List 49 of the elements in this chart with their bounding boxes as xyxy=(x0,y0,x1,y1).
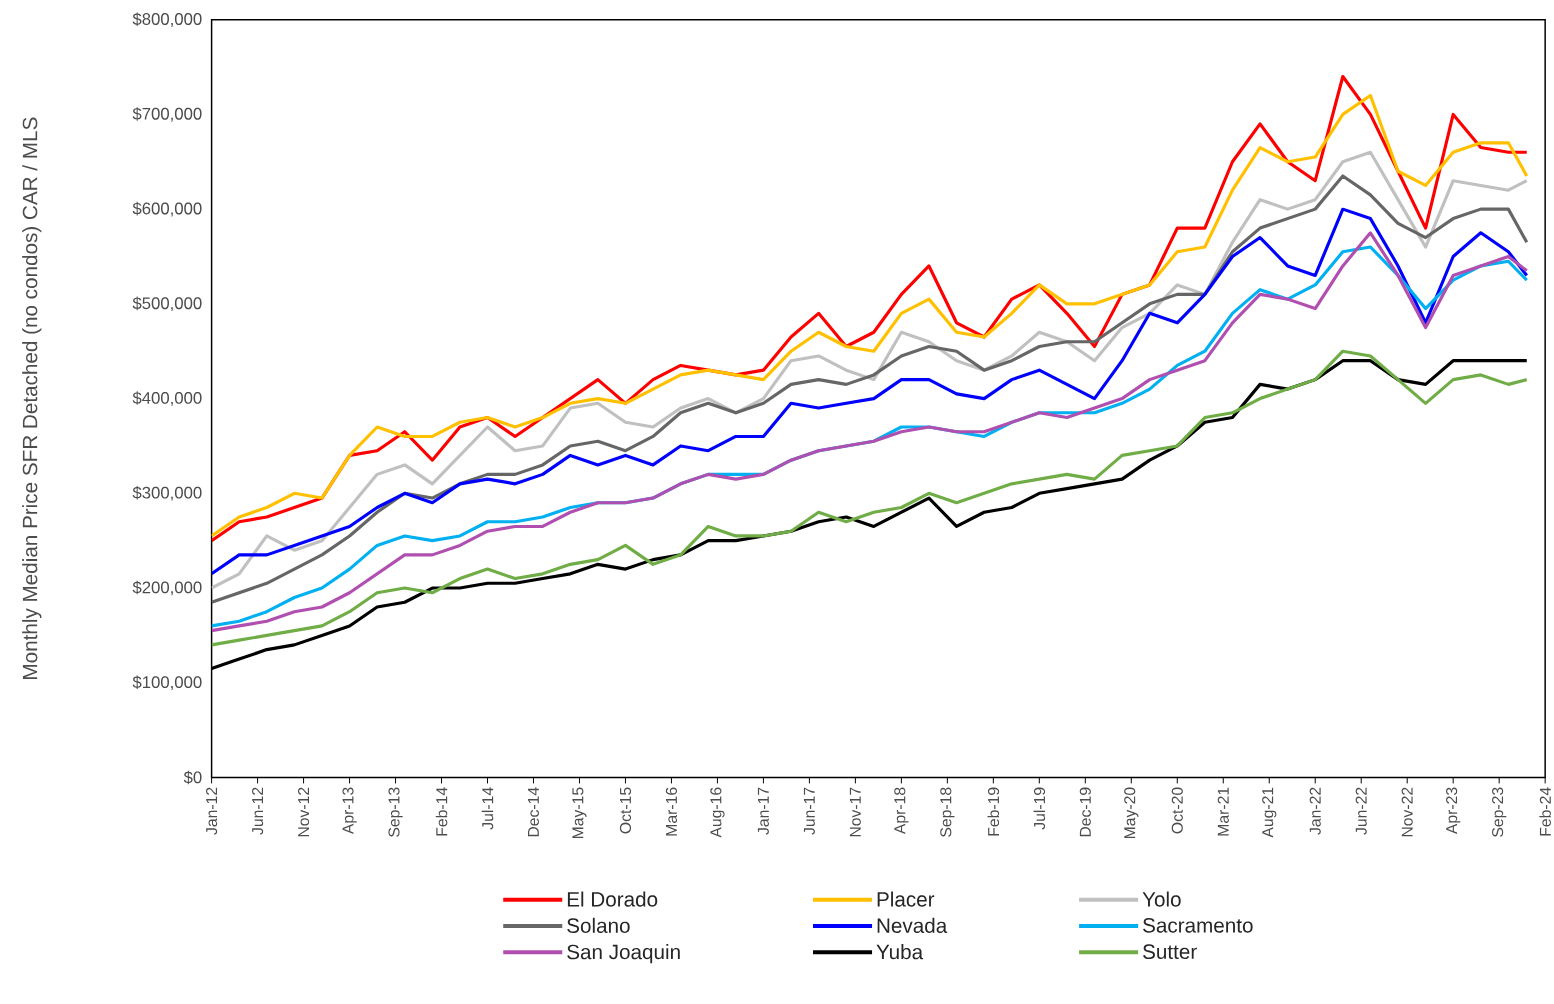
legend-label: Solano xyxy=(567,917,630,934)
legend-label: El Dorado xyxy=(567,891,658,907)
y-tick-label: $100,000 xyxy=(132,675,202,691)
y-tick-label: $0 xyxy=(183,770,202,785)
x-tick-label: Feb-24 xyxy=(1539,787,1551,836)
x-tick-label: Sep-18 xyxy=(940,787,955,838)
legend-label: Sacramento xyxy=(1143,918,1253,933)
x-tick-label: Jan-22 xyxy=(1309,787,1321,835)
x-tick-label: Apr-18 xyxy=(894,787,909,835)
y-tick-label: $700,000 xyxy=(132,107,202,122)
y-tick-label: $300,000 xyxy=(132,486,202,501)
x-tick-label: Nov-17 xyxy=(849,787,861,837)
legend-label: Nevada xyxy=(877,917,948,934)
y-tick-label: $800,000 xyxy=(132,12,202,28)
y-tick-label: $200,000 xyxy=(132,580,202,596)
x-tick-label: Oct-15 xyxy=(619,787,632,834)
x-tick-label: Apr-13 xyxy=(342,787,357,835)
y-tick-label: $400,000 xyxy=(132,391,202,406)
x-tick-label: Jun-22 xyxy=(1355,787,1367,835)
x-tick-label: Aug-16 xyxy=(710,787,725,838)
x-tick-label: Jan-12 xyxy=(206,787,218,835)
x-tick-label: Sep-23 xyxy=(1492,787,1507,838)
x-tick-label: Jul-14 xyxy=(481,787,494,830)
x-tick-label: Dec-14 xyxy=(528,787,539,837)
x-tick-label: Sep-13 xyxy=(388,787,403,838)
x-tick-label: May-15 xyxy=(572,787,587,839)
x-tick-label: Jan-17 xyxy=(757,787,769,835)
x-tick-label: Aug-21 xyxy=(1262,787,1277,838)
x-tick-label: Feb-19 xyxy=(987,787,1000,836)
y-axis-title: Monthly Median Price SFR Detached (no condos) CAR / MLS xyxy=(22,117,42,679)
x-tick-label: Jul-19 xyxy=(1033,787,1046,830)
x-tick-label: Apr-23 xyxy=(1446,787,1461,835)
x-tick-label: Dec-19 xyxy=(1079,787,1091,837)
legend-label: Yuba xyxy=(876,944,924,960)
y-tick-label: $500,000 xyxy=(132,296,202,312)
x-tick-label: Oct-20 xyxy=(1171,787,1183,834)
x-tick-label: Jun-17 xyxy=(803,787,815,835)
legend-label: San Joaquin xyxy=(567,944,680,964)
x-tick-label: Mar-21 xyxy=(1217,787,1229,836)
x-tick-label: May-20 xyxy=(1124,787,1139,839)
y-tick-label: $600,000 xyxy=(132,201,202,217)
legend-label: Placer xyxy=(877,891,935,907)
x-tick-label: Nov-22 xyxy=(1401,787,1413,837)
legend-label: Yolo xyxy=(1142,891,1181,907)
x-tick-label: Jun-12 xyxy=(252,787,264,835)
x-tick-label: Mar-16 xyxy=(665,787,678,836)
legend-label: Sutter xyxy=(1143,944,1197,960)
x-tick-label: Feb-14 xyxy=(435,787,448,836)
x-tick-label: Nov-12 xyxy=(298,787,310,837)
